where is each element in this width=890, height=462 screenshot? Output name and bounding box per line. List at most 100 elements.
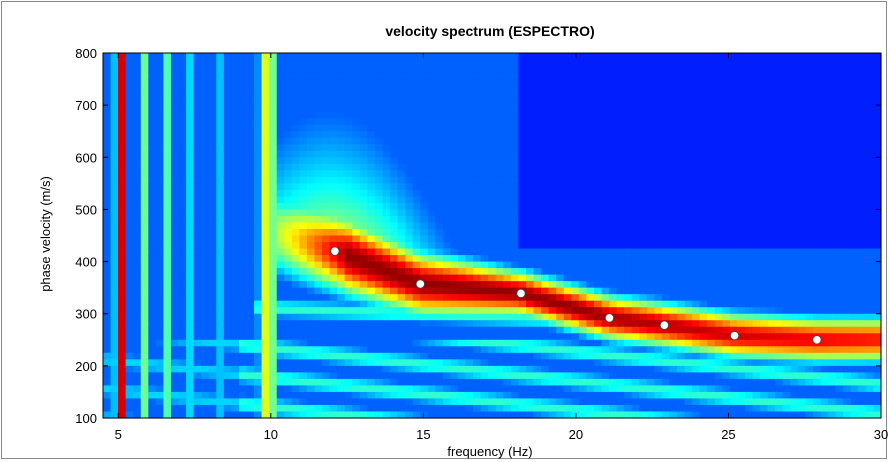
heatmap-cell bbox=[284, 124, 293, 132]
heatmap-cell bbox=[284, 294, 293, 302]
heatmap-cell bbox=[525, 339, 535, 347]
heatmap-cell bbox=[254, 307, 263, 315]
heatmap-cell bbox=[729, 66, 739, 74]
heatmap-cell bbox=[669, 157, 678, 165]
heatmap-cell bbox=[473, 378, 482, 387]
heatmap-cell bbox=[669, 144, 678, 152]
heatmap-cell bbox=[767, 196, 776, 204]
heatmap-cell bbox=[548, 183, 557, 191]
heatmap-cell bbox=[684, 307, 693, 315]
heatmap-cell bbox=[442, 66, 452, 74]
heatmap-cell bbox=[344, 105, 353, 113]
heatmap-cell bbox=[254, 300, 263, 308]
heatmap-cell bbox=[760, 176, 769, 184]
heatmap-cell bbox=[767, 228, 776, 237]
heatmap-cell bbox=[714, 248, 723, 256]
heatmap-cell bbox=[624, 163, 633, 171]
heatmap-cell bbox=[216, 209, 225, 217]
heatmap-cell bbox=[337, 385, 346, 393]
heatmap-cell bbox=[722, 300, 731, 308]
heatmap-cell bbox=[624, 215, 633, 224]
heatmap-cell bbox=[352, 346, 361, 354]
heatmap-cell bbox=[223, 105, 232, 113]
heatmap-cell bbox=[397, 294, 406, 302]
heatmap-cell bbox=[103, 346, 112, 354]
heatmap-cell bbox=[420, 98, 429, 106]
heatmap-cell bbox=[427, 131, 436, 139]
heatmap-cell bbox=[760, 183, 769, 191]
heatmap-cell bbox=[314, 124, 323, 132]
heatmap-cell bbox=[722, 66, 731, 74]
heatmap-cell bbox=[140, 202, 149, 211]
heatmap-cell bbox=[420, 411, 429, 419]
heatmap-cell bbox=[767, 144, 776, 152]
heatmap-cell bbox=[163, 385, 172, 393]
heatmap-cell bbox=[125, 105, 134, 113]
heatmap-cell bbox=[178, 144, 187, 152]
heatmap-cell bbox=[231, 150, 240, 158]
heatmap-cell bbox=[525, 209, 535, 217]
heatmap-cell bbox=[669, 228, 678, 237]
heatmap-cell bbox=[269, 268, 278, 276]
heatmap-cell bbox=[186, 235, 195, 243]
heatmap-cell bbox=[133, 248, 142, 256]
heatmap-cell bbox=[692, 307, 701, 315]
heatmap-cell bbox=[223, 72, 232, 80]
heatmap-cell bbox=[684, 111, 693, 119]
heatmap-cell bbox=[601, 105, 610, 113]
heatmap-cell bbox=[223, 124, 232, 132]
heatmap-cell bbox=[593, 378, 603, 387]
heatmap-cell bbox=[760, 235, 769, 243]
heatmap-cell bbox=[510, 118, 520, 126]
heatmap-cell bbox=[367, 183, 376, 191]
heatmap-cell bbox=[390, 411, 399, 419]
heatmap-cell bbox=[337, 170, 346, 178]
heatmap-cell bbox=[125, 404, 134, 413]
heatmap-cell bbox=[495, 202, 504, 211]
heatmap-cell bbox=[201, 398, 210, 406]
heatmap-cell bbox=[737, 248, 746, 256]
heatmap-cell bbox=[601, 209, 610, 217]
heatmap-cell bbox=[427, 372, 436, 380]
heatmap-cell bbox=[344, 196, 353, 204]
heatmap-cell bbox=[752, 222, 761, 230]
heatmap-cell bbox=[163, 118, 172, 126]
heatmap-cell bbox=[201, 385, 210, 393]
heatmap-cell bbox=[435, 411, 444, 419]
heatmap-cell bbox=[722, 111, 731, 119]
heatmap-cell bbox=[661, 385, 671, 393]
heatmap-cell bbox=[745, 274, 754, 282]
heatmap-cell bbox=[646, 346, 655, 354]
heatmap-cell bbox=[631, 137, 640, 145]
heatmap-cell bbox=[435, 326, 444, 334]
heatmap-cell bbox=[722, 105, 731, 113]
heatmap-cell bbox=[306, 235, 316, 243]
heatmap-cell bbox=[654, 274, 663, 282]
heatmap-cell bbox=[767, 202, 776, 211]
heatmap-cell bbox=[397, 333, 406, 341]
heatmap-cell bbox=[510, 404, 520, 413]
heatmap-cell bbox=[525, 59, 535, 67]
heatmap-cell bbox=[231, 222, 240, 230]
heatmap-cell bbox=[359, 150, 368, 158]
heatmap-cell bbox=[359, 183, 368, 191]
heatmap-cell bbox=[737, 346, 746, 354]
heatmap-cell bbox=[601, 228, 610, 237]
heatmap-cell bbox=[541, 320, 550, 328]
heatmap-cell bbox=[593, 346, 603, 354]
heatmap-cell bbox=[382, 391, 391, 400]
heatmap-cell bbox=[359, 105, 368, 113]
heatmap-cell bbox=[684, 85, 693, 93]
heatmap-cell bbox=[767, 53, 776, 61]
heatmap-cell bbox=[639, 352, 648, 360]
heatmap-cell bbox=[397, 144, 406, 152]
heatmap-cell bbox=[729, 92, 739, 100]
heatmap-cell bbox=[609, 372, 618, 380]
heatmap-cell bbox=[201, 378, 210, 387]
heatmap-cell bbox=[488, 333, 497, 341]
heatmap-cell bbox=[208, 53, 217, 61]
heatmap-cell bbox=[533, 378, 542, 387]
heatmap-cell bbox=[322, 398, 331, 406]
heatmap-cell bbox=[223, 378, 232, 387]
heatmap-cell bbox=[337, 144, 346, 152]
